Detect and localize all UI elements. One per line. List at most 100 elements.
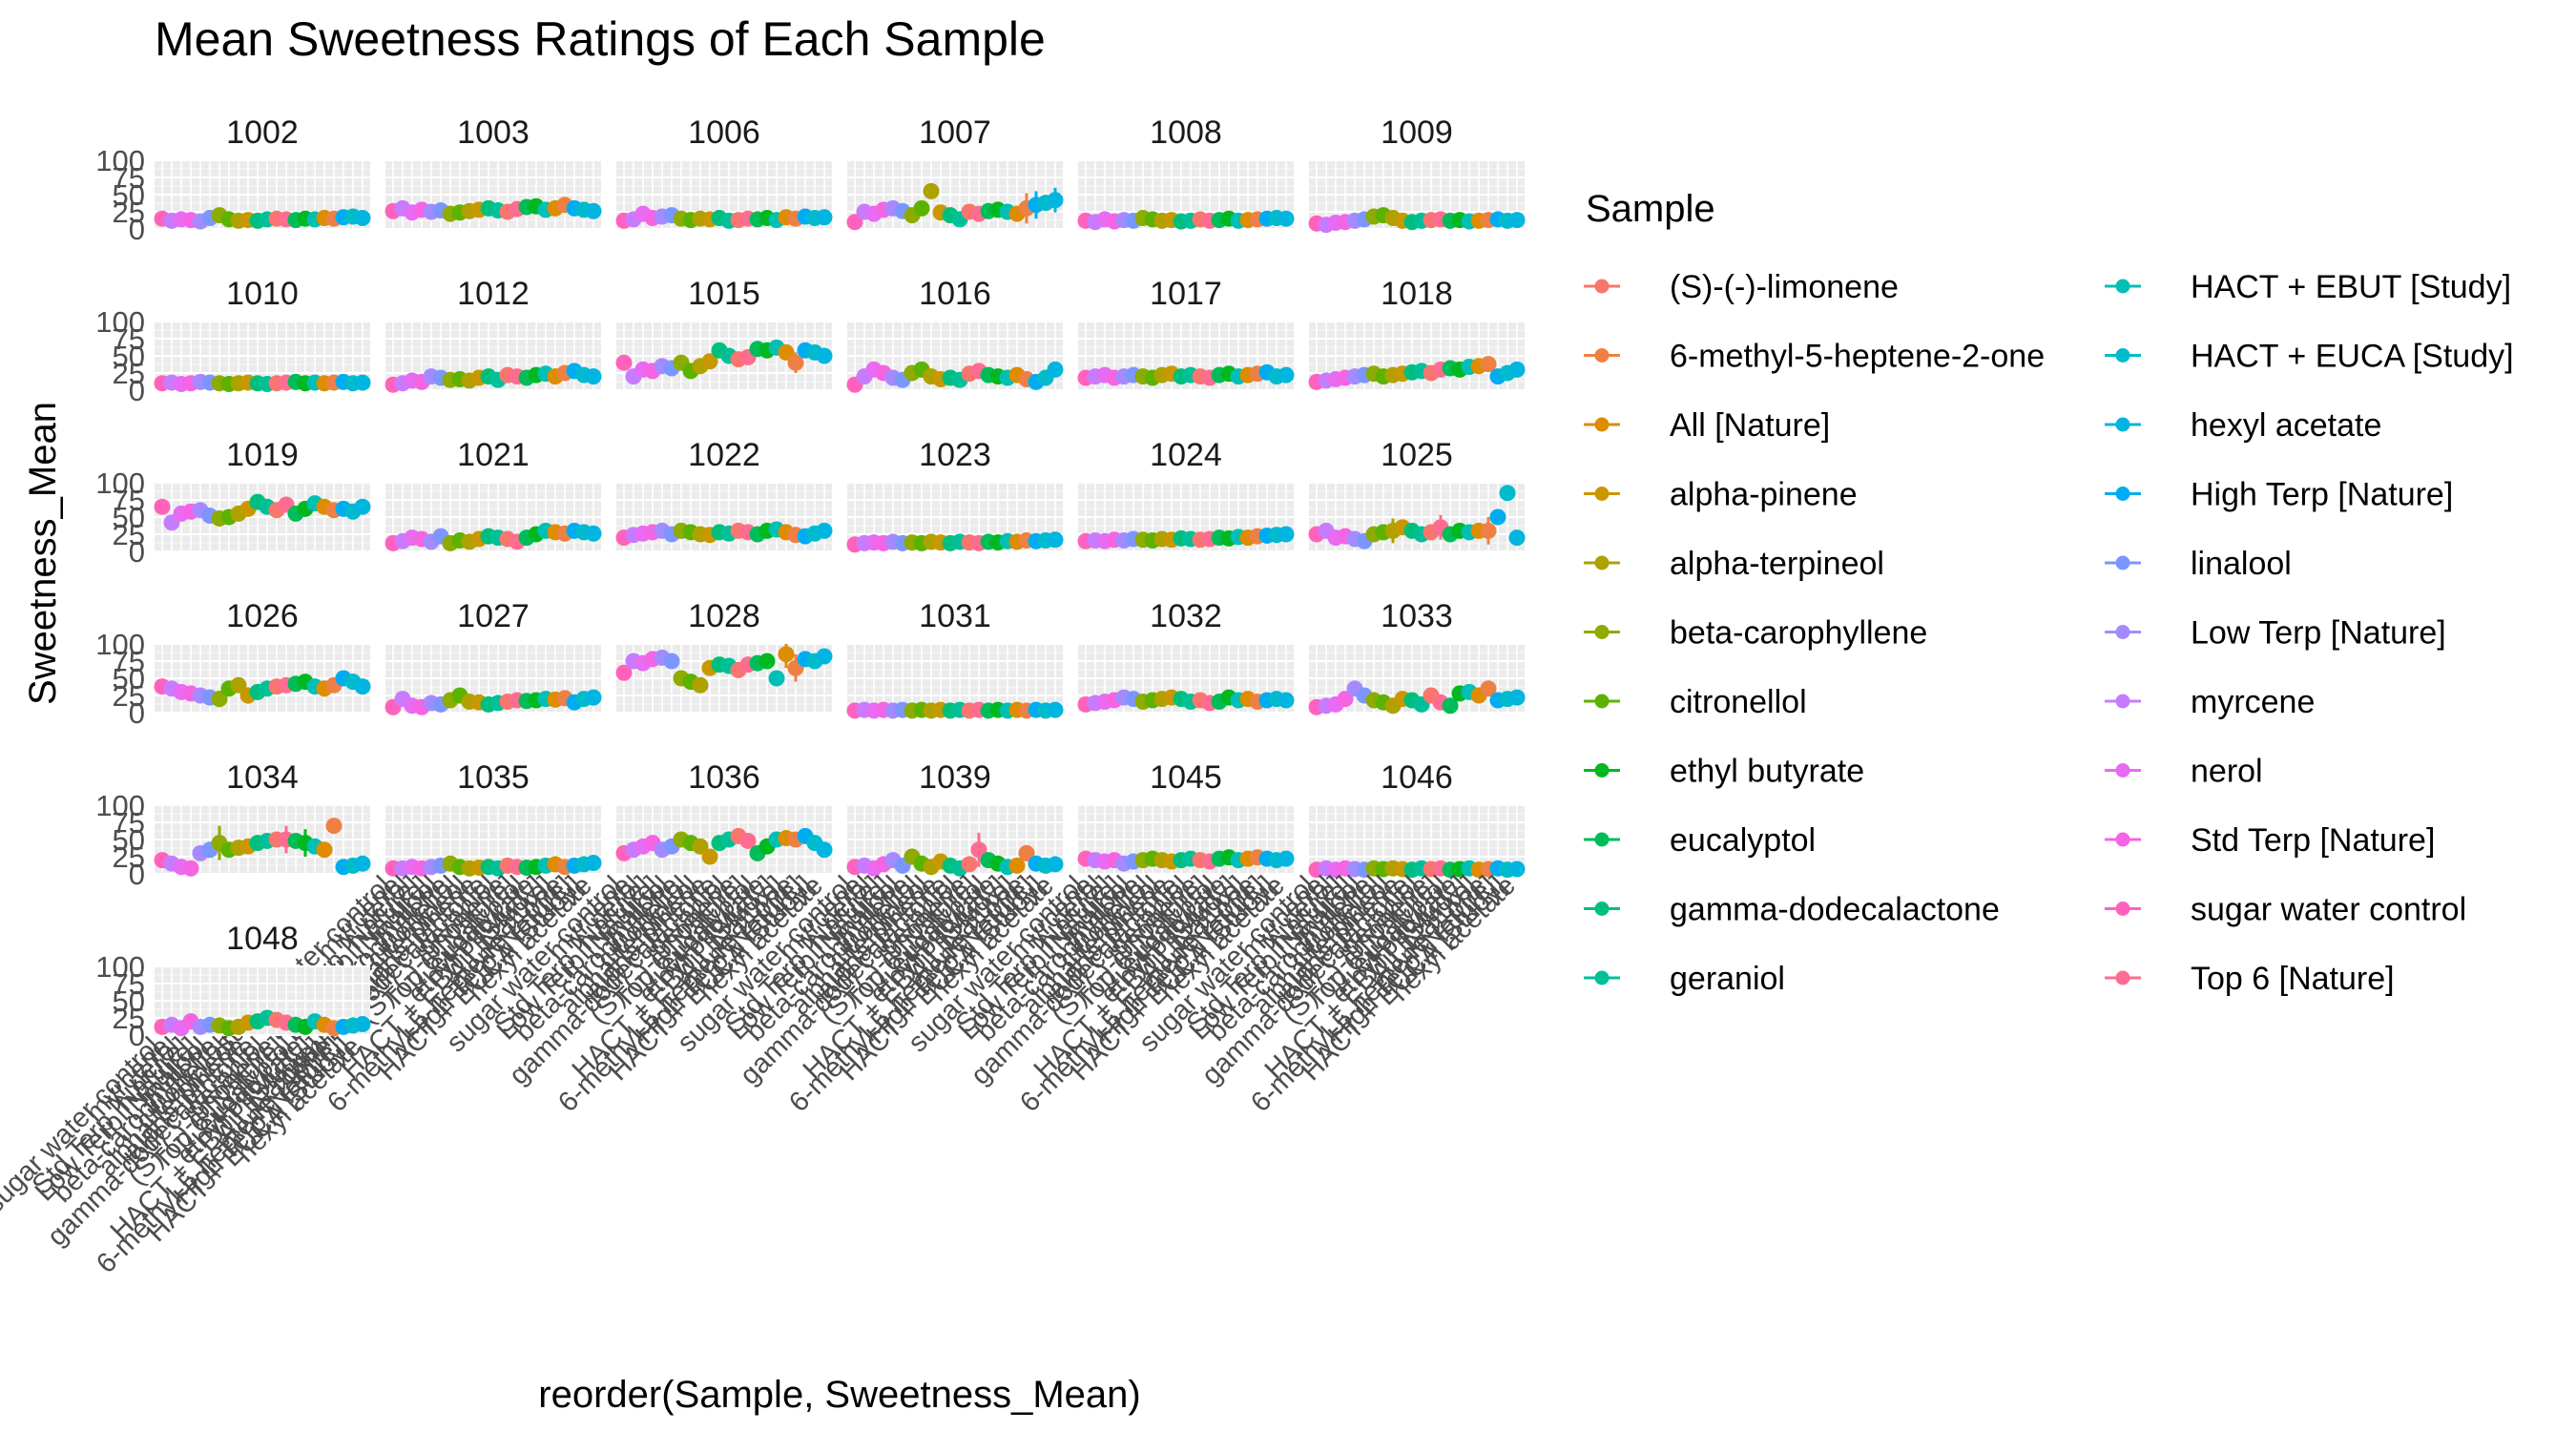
data-point xyxy=(778,343,795,361)
data-point xyxy=(325,818,343,835)
data-point xyxy=(354,855,371,872)
y-tick-label: 100 xyxy=(95,144,145,177)
facet-strip-label: 1016 xyxy=(919,276,991,312)
y-tick-label: 0 xyxy=(129,213,145,246)
data-point xyxy=(923,182,940,199)
data-point xyxy=(758,653,776,670)
legend-label: beta-carophyllene xyxy=(1670,615,1927,652)
y-tick-label: 25 xyxy=(113,518,145,551)
facet-strip-label: 1018 xyxy=(1381,276,1453,312)
legend-item: HACT + EBUT [Study] xyxy=(2105,269,2511,305)
legend-item: All [Nature] xyxy=(1584,407,1830,444)
legend-item: Low Terp [Nature] xyxy=(2105,615,2446,652)
y-tick-label: 0 xyxy=(129,1019,145,1052)
legend-label: All [Nature] xyxy=(1670,407,1830,444)
data-point xyxy=(701,353,718,370)
facet-strip-label: 1028 xyxy=(688,598,760,634)
legend-item: eucalyptol xyxy=(1584,822,1816,859)
data-point xyxy=(970,841,987,859)
data-point xyxy=(768,670,785,687)
legend-key-point xyxy=(1594,625,1610,639)
facet-strip-label: 1009 xyxy=(1381,114,1453,151)
data-point xyxy=(816,648,833,665)
facet-strip-label: 1008 xyxy=(1150,114,1222,151)
legend-title: Sample xyxy=(1586,188,1715,230)
y-tick-label: 50 xyxy=(113,662,145,695)
facet-panel-1021: 1021 xyxy=(384,437,602,552)
y-tick-label: 0 xyxy=(129,696,145,730)
data-point xyxy=(585,854,602,871)
facet-strip-label: 1045 xyxy=(1150,759,1222,796)
data-point xyxy=(1047,701,1064,718)
y-tick-label: 25 xyxy=(113,357,145,390)
legend-label: alpha-pinene xyxy=(1670,477,1858,513)
facet-panel-1022: 1022 xyxy=(615,437,833,552)
legend-item: myrcene xyxy=(2105,684,2315,720)
data-point xyxy=(816,841,833,859)
data-point xyxy=(1278,692,1295,709)
data-point xyxy=(1489,508,1506,526)
data-point xyxy=(961,856,978,873)
data-point xyxy=(913,199,930,217)
y-tick-label: 75 xyxy=(113,806,145,840)
legend-label: eucalyptol xyxy=(1670,822,1816,859)
y-tick-label: 75 xyxy=(113,161,145,195)
facet-panel-1006: 1006 xyxy=(615,114,833,230)
facet-strip-label: 1048 xyxy=(226,921,299,957)
legend-item: Std Terp [Nature] xyxy=(2105,822,2435,859)
y-tick-label: 75 xyxy=(113,484,145,517)
facet-panel-1025: 1025 xyxy=(1308,437,1526,552)
legend-key-point xyxy=(1594,902,1610,916)
data-point xyxy=(1047,192,1064,209)
y-tick-label: 50 xyxy=(113,178,145,212)
data-point xyxy=(663,653,680,670)
data-point xyxy=(1508,361,1526,378)
data-point xyxy=(1008,857,1026,874)
legend-label: myrcene xyxy=(2191,684,2315,720)
y-tick-label: 100 xyxy=(95,950,145,984)
y-tick-label: 75 xyxy=(113,967,145,1001)
facet-panel-1031: 1031 xyxy=(846,598,1064,719)
y-tick-label: 100 xyxy=(95,789,145,822)
facet-strip-label: 1026 xyxy=(226,598,299,634)
facet-strip-label: 1002 xyxy=(226,114,299,151)
legend-item: (S)-(-)-limonene xyxy=(1584,269,1899,305)
data-point xyxy=(354,1015,371,1032)
data-point xyxy=(1499,485,1516,502)
data-point xyxy=(739,832,757,849)
facet-strip-label: 1027 xyxy=(457,598,530,634)
facet-panel-1023: 1023 xyxy=(846,437,1064,553)
data-point xyxy=(354,374,371,391)
legend-item: beta-carophyllene xyxy=(1584,615,1927,652)
data-point xyxy=(787,354,804,371)
legend-item: Top 6 [Nature] xyxy=(2105,961,2395,997)
legend-label: Std Terp [Nature] xyxy=(2191,822,2435,859)
legend-key-point xyxy=(1594,348,1610,363)
legend-label: Low Terp [Nature] xyxy=(2191,615,2446,652)
facet-strip-label: 1033 xyxy=(1381,598,1453,634)
y-tick-label: 0 xyxy=(129,858,145,891)
legend-key-point xyxy=(2115,417,2130,432)
data-point xyxy=(1278,850,1295,867)
data-point xyxy=(701,848,718,865)
data-point xyxy=(585,689,602,706)
facet-panel-1008: 1008 xyxy=(1077,114,1295,231)
facet-strip-label: 1006 xyxy=(688,114,760,151)
legend-key-point xyxy=(2115,279,2130,294)
legend-key-point xyxy=(2115,625,2130,639)
legend-item: citronellol xyxy=(1584,684,1807,720)
y-tick-label: 100 xyxy=(95,305,145,339)
legend-item: geraniol xyxy=(1584,961,1785,997)
legend-key-point xyxy=(2115,694,2130,709)
facet-panel-1017: 1017 xyxy=(1077,276,1295,391)
data-point xyxy=(615,354,633,371)
legend: (S)-(-)-limonene 6-methyl-5-heptene-2-one… xyxy=(1584,269,2514,997)
legend-item: sugar water control xyxy=(2105,892,2466,928)
facet-strip-label: 1017 xyxy=(1150,276,1222,312)
data-point xyxy=(1337,691,1354,708)
facet-panel-1016: 1016 xyxy=(846,276,1064,393)
facet-panel-1028: 1028 xyxy=(615,598,833,714)
legend-key-point xyxy=(1594,694,1610,709)
